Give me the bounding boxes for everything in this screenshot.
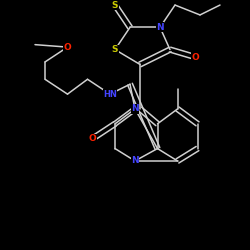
Text: HN: HN bbox=[103, 90, 117, 98]
Text: N: N bbox=[156, 23, 164, 32]
Text: N: N bbox=[131, 156, 139, 166]
Text: S: S bbox=[112, 0, 118, 10]
Text: S: S bbox=[112, 45, 118, 54]
Text: O: O bbox=[88, 134, 96, 143]
Text: O: O bbox=[64, 42, 72, 51]
Text: O: O bbox=[191, 52, 199, 62]
Text: N: N bbox=[131, 104, 139, 114]
